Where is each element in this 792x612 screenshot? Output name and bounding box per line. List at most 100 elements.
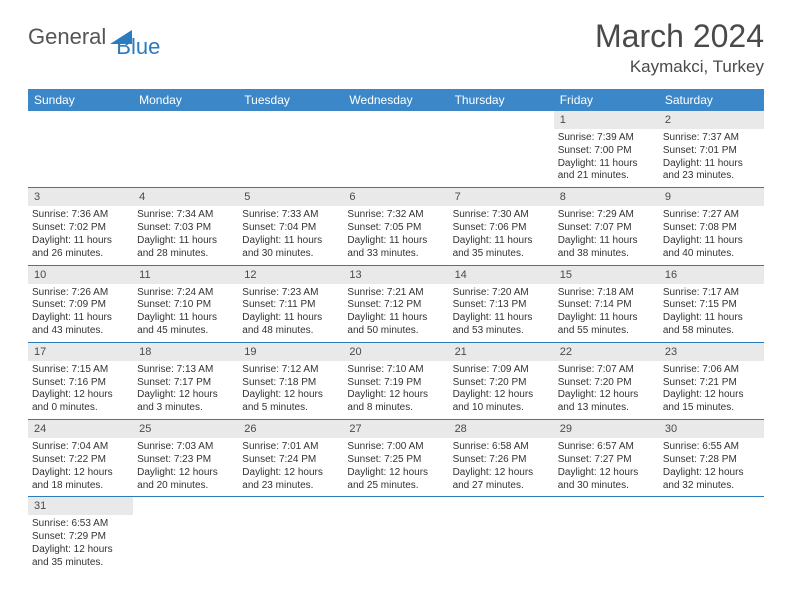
daylight-line: Daylight: 12 hours and 30 minutes. (558, 467, 655, 493)
daylight-line: Daylight: 11 hours and 50 minutes. (347, 312, 444, 338)
sunrise-line: Sunrise: 7:21 AM (347, 287, 444, 300)
daylight-line: Daylight: 12 hours and 35 minutes. (32, 544, 129, 570)
sunrise-line: Sunrise: 7:20 AM (453, 287, 550, 300)
day-cell: Sunrise: 7:04 AMSunset: 7:22 PMDaylight:… (28, 438, 133, 497)
daylight-line: Daylight: 12 hours and 5 minutes. (242, 389, 339, 415)
sunrise-line: Sunrise: 7:12 AM (242, 364, 339, 377)
day-number-cell (659, 497, 764, 516)
day-number-cell: 5 (238, 188, 343, 207)
daylight-line: Daylight: 12 hours and 13 minutes. (558, 389, 655, 415)
calendar-table: SundayMondayTuesdayWednesdayThursdayFrid… (28, 89, 764, 574)
daylight-line: Daylight: 11 hours and 48 minutes. (242, 312, 339, 338)
detail-row: Sunrise: 7:26 AMSunset: 7:09 PMDaylight:… (28, 284, 764, 343)
day-cell: Sunrise: 6:58 AMSunset: 7:26 PMDaylight:… (449, 438, 554, 497)
sunrise-line: Sunrise: 6:57 AM (558, 441, 655, 454)
day-cell (28, 129, 133, 188)
daylight-line: Daylight: 11 hours and 38 minutes. (558, 235, 655, 261)
daylight-line: Daylight: 12 hours and 25 minutes. (347, 467, 444, 493)
day-number-cell (133, 497, 238, 516)
sunset-line: Sunset: 7:11 PM (242, 299, 339, 312)
day-number-cell (133, 111, 238, 129)
day-number-cell: 1 (554, 111, 659, 129)
day-cell: Sunrise: 7:32 AMSunset: 7:05 PMDaylight:… (343, 206, 448, 265)
daynum-row: 31 (28, 497, 764, 516)
day-number-cell: 13 (343, 265, 448, 284)
daylight-line: Daylight: 11 hours and 21 minutes. (558, 158, 655, 184)
day-cell: Sunrise: 7:27 AMSunset: 7:08 PMDaylight:… (659, 206, 764, 265)
day-number-cell: 2 (659, 111, 764, 129)
sunset-line: Sunset: 7:02 PM (32, 222, 129, 235)
sunset-line: Sunset: 7:19 PM (347, 377, 444, 390)
sunrise-line: Sunrise: 7:24 AM (137, 287, 234, 300)
daynum-row: 3456789 (28, 188, 764, 207)
daylight-line: Daylight: 11 hours and 43 minutes. (32, 312, 129, 338)
page-title: March 2024 (595, 18, 764, 55)
day-cell: Sunrise: 7:21 AMSunset: 7:12 PMDaylight:… (343, 284, 448, 343)
day-cell: Sunrise: 7:07 AMSunset: 7:20 PMDaylight:… (554, 361, 659, 420)
sunrise-line: Sunrise: 6:55 AM (663, 441, 760, 454)
day-cell: Sunrise: 7:29 AMSunset: 7:07 PMDaylight:… (554, 206, 659, 265)
day-cell: Sunrise: 7:03 AMSunset: 7:23 PMDaylight:… (133, 438, 238, 497)
day-number-cell (449, 497, 554, 516)
daylight-line: Daylight: 11 hours and 26 minutes. (32, 235, 129, 261)
day-cell (238, 129, 343, 188)
sunset-line: Sunset: 7:07 PM (558, 222, 655, 235)
sunrise-line: Sunrise: 7:27 AM (663, 209, 760, 222)
day-number-cell: 29 (554, 420, 659, 439)
detail-row: Sunrise: 7:39 AMSunset: 7:00 PMDaylight:… (28, 129, 764, 188)
detail-row: Sunrise: 7:36 AMSunset: 7:02 PMDaylight:… (28, 206, 764, 265)
day-cell: Sunrise: 7:18 AMSunset: 7:14 PMDaylight:… (554, 284, 659, 343)
weekday-header: Saturday (659, 89, 764, 111)
sunset-line: Sunset: 7:24 PM (242, 454, 339, 467)
daylight-line: Daylight: 11 hours and 33 minutes. (347, 235, 444, 261)
day-number-cell: 18 (133, 342, 238, 361)
weekday-header-row: SundayMondayTuesdayWednesdayThursdayFrid… (28, 89, 764, 111)
sunrise-line: Sunrise: 7:00 AM (347, 441, 444, 454)
day-cell: Sunrise: 7:09 AMSunset: 7:20 PMDaylight:… (449, 361, 554, 420)
daylight-line: Daylight: 12 hours and 15 minutes. (663, 389, 760, 415)
day-cell: Sunrise: 7:39 AMSunset: 7:00 PMDaylight:… (554, 129, 659, 188)
daylight-line: Daylight: 11 hours and 40 minutes. (663, 235, 760, 261)
title-block: March 2024 Kaymakci, Turkey (595, 18, 764, 77)
detail-row: Sunrise: 6:53 AMSunset: 7:29 PMDaylight:… (28, 515, 764, 573)
day-number-cell: 20 (343, 342, 448, 361)
day-number-cell: 14 (449, 265, 554, 284)
sunset-line: Sunset: 7:20 PM (453, 377, 550, 390)
day-number-cell: 24 (28, 420, 133, 439)
sunrise-line: Sunrise: 7:26 AM (32, 287, 129, 300)
day-number-cell: 17 (28, 342, 133, 361)
sunrise-line: Sunrise: 7:03 AM (137, 441, 234, 454)
sunrise-line: Sunrise: 7:09 AM (453, 364, 550, 377)
daynum-row: 17181920212223 (28, 342, 764, 361)
daylight-line: Daylight: 12 hours and 20 minutes. (137, 467, 234, 493)
day-cell (449, 129, 554, 188)
sunset-line: Sunset: 7:17 PM (137, 377, 234, 390)
sunset-line: Sunset: 7:28 PM (663, 454, 760, 467)
sunrise-line: Sunrise: 7:17 AM (663, 287, 760, 300)
day-number-cell: 12 (238, 265, 343, 284)
daylight-line: Daylight: 11 hours and 23 minutes. (663, 158, 760, 184)
sunset-line: Sunset: 7:09 PM (32, 299, 129, 312)
daynum-row: 12 (28, 111, 764, 129)
sunset-line: Sunset: 7:05 PM (347, 222, 444, 235)
day-number-cell: 28 (449, 420, 554, 439)
sunset-line: Sunset: 7:03 PM (137, 222, 234, 235)
day-cell: Sunrise: 6:53 AMSunset: 7:29 PMDaylight:… (28, 515, 133, 573)
sunrise-line: Sunrise: 7:33 AM (242, 209, 339, 222)
day-cell (449, 515, 554, 573)
sunrise-line: Sunrise: 7:13 AM (137, 364, 234, 377)
daylight-line: Daylight: 11 hours and 35 minutes. (453, 235, 550, 261)
day-cell (133, 129, 238, 188)
sunrise-line: Sunrise: 7:39 AM (558, 132, 655, 145)
day-number-cell: 9 (659, 188, 764, 207)
sunset-line: Sunset: 7:06 PM (453, 222, 550, 235)
logo-text-2: Blue (116, 34, 160, 60)
day-cell: Sunrise: 7:10 AMSunset: 7:19 PMDaylight:… (343, 361, 448, 420)
day-cell (343, 515, 448, 573)
daylight-line: Daylight: 12 hours and 0 minutes. (32, 389, 129, 415)
weekday-header: Sunday (28, 89, 133, 111)
day-cell: Sunrise: 6:55 AMSunset: 7:28 PMDaylight:… (659, 438, 764, 497)
sunrise-line: Sunrise: 7:06 AM (663, 364, 760, 377)
day-cell: Sunrise: 7:23 AMSunset: 7:11 PMDaylight:… (238, 284, 343, 343)
sunrise-line: Sunrise: 7:15 AM (32, 364, 129, 377)
